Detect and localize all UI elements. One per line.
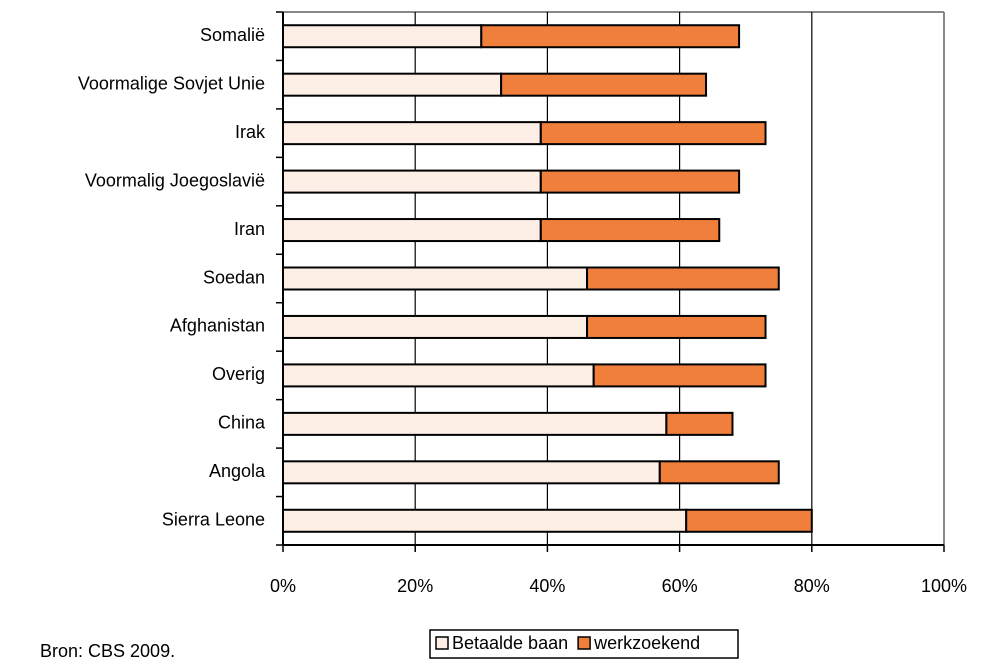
- legend-label: werkzoekend: [593, 633, 700, 653]
- y-tick-label: Voormalig Joegoslavië: [85, 170, 265, 190]
- bar-segment: [539, 218, 721, 243]
- bar-segment: [665, 411, 734, 436]
- bar-segment: [500, 72, 708, 97]
- bar-segment: [586, 266, 780, 291]
- bar-segment: [480, 24, 741, 49]
- x-tick-label: 0%: [270, 576, 296, 596]
- y-tick-label: Angola: [209, 461, 266, 481]
- y-tick-label: Sierra Leone: [162, 510, 265, 530]
- bar-segment: [685, 508, 813, 533]
- bar-segment: [539, 121, 767, 146]
- x-tick-label: 20%: [397, 576, 433, 596]
- y-tick-label: Voormalige Sovjet Unie: [78, 73, 265, 93]
- source-note: Bron: CBS 2009.: [40, 641, 175, 661]
- legend-swatch: [577, 636, 591, 650]
- bar-segment: [658, 460, 780, 485]
- bar-segment: [282, 314, 589, 339]
- y-tick-label: Irak: [235, 122, 266, 142]
- bar-segment: [282, 508, 688, 533]
- x-tick-label: 60%: [662, 576, 698, 596]
- y-tick-label: Soedan: [203, 267, 265, 287]
- bar-segment: [586, 314, 767, 339]
- legend: Betaalde baan werkzoekend: [429, 629, 739, 659]
- y-tick-label: Somalië: [200, 25, 265, 45]
- bar-segment: [282, 24, 483, 49]
- bar-segment: [282, 460, 661, 485]
- y-tick-label: Overig: [212, 364, 265, 384]
- bar-segment: [282, 169, 542, 194]
- legend-frame: [429, 629, 739, 659]
- bar-segment: [282, 266, 589, 291]
- legend-label: Betaalde baan: [452, 633, 568, 653]
- x-tick-label: 80%: [794, 576, 830, 596]
- bar-segment: [282, 411, 668, 436]
- bar-segment: [539, 169, 741, 194]
- y-tick-label: Iran: [234, 219, 265, 239]
- x-tick-label: 40%: [529, 576, 565, 596]
- bar-segment: [282, 72, 503, 97]
- x-tick-label: 100%: [921, 576, 967, 596]
- y-tick-label: Afghanistan: [170, 316, 265, 336]
- bar-segment: [282, 121, 542, 146]
- bar-segment: [282, 218, 542, 243]
- bar-segment: [282, 363, 595, 388]
- bar-segment: [592, 363, 767, 388]
- y-tick-label: China: [218, 413, 266, 433]
- legend-swatch: [435, 636, 449, 650]
